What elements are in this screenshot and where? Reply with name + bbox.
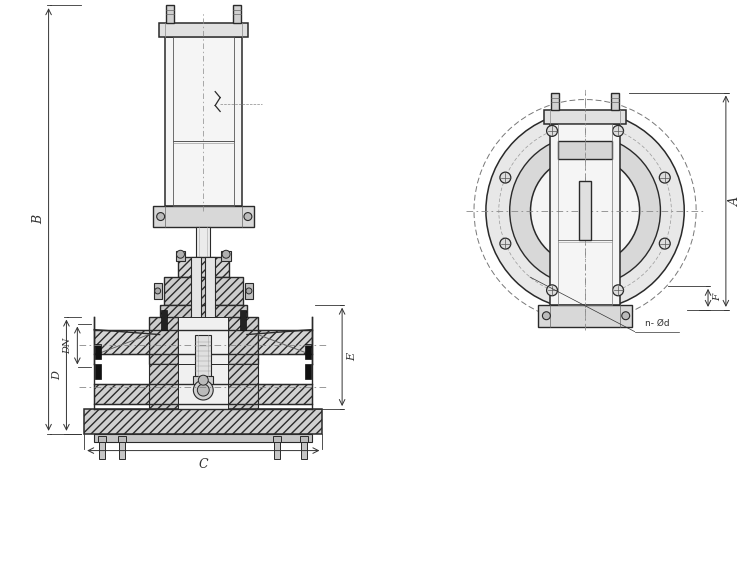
Bar	[258, 329, 312, 354]
Circle shape	[510, 135, 660, 286]
Bar	[301, 442, 307, 459]
Bar	[94, 384, 149, 404]
Text: B: B	[32, 215, 45, 224]
Bar	[579, 181, 591, 240]
Bar	[160, 305, 247, 334]
Bar	[164, 37, 242, 206]
Bar	[273, 436, 280, 442]
Text: DN: DN	[63, 337, 72, 354]
Bar	[245, 283, 253, 299]
Circle shape	[198, 384, 209, 396]
Bar	[175, 251, 186, 261]
Bar	[221, 251, 231, 261]
Circle shape	[198, 375, 208, 385]
Bar	[161, 310, 167, 329]
Bar	[164, 277, 243, 305]
Circle shape	[244, 212, 252, 220]
Bar	[228, 364, 258, 409]
Bar	[95, 364, 101, 379]
Bar	[551, 93, 559, 110]
Bar	[94, 329, 149, 354]
Bar	[539, 305, 632, 327]
Bar	[240, 310, 246, 329]
Text: E: E	[347, 353, 357, 361]
Bar	[558, 141, 612, 159]
Bar	[149, 364, 178, 409]
Circle shape	[193, 380, 213, 400]
Bar	[178, 364, 228, 409]
Text: n- Ød: n- Ød	[645, 319, 670, 328]
Circle shape	[155, 288, 161, 294]
Circle shape	[486, 111, 684, 310]
Text: A: A	[730, 197, 740, 206]
Bar	[149, 317, 178, 364]
Circle shape	[500, 172, 511, 183]
Bar	[300, 436, 309, 442]
Circle shape	[531, 156, 639, 265]
Bar	[118, 436, 126, 442]
Bar	[158, 23, 248, 37]
Circle shape	[613, 285, 624, 295]
Circle shape	[659, 172, 670, 183]
Bar	[154, 283, 161, 299]
Text: C: C	[198, 458, 208, 471]
Bar	[152, 206, 254, 228]
Circle shape	[613, 125, 624, 136]
Circle shape	[542, 312, 551, 320]
Text: D: D	[53, 371, 62, 380]
Circle shape	[547, 285, 557, 295]
Circle shape	[157, 212, 164, 220]
Bar	[205, 257, 215, 354]
Bar	[178, 317, 228, 364]
Bar	[551, 124, 620, 305]
Bar	[545, 110, 626, 124]
Circle shape	[246, 288, 252, 294]
Circle shape	[177, 250, 184, 258]
Bar	[306, 345, 312, 359]
Bar	[306, 364, 312, 379]
Bar	[233, 5, 241, 23]
Circle shape	[547, 125, 557, 136]
Bar	[119, 442, 125, 459]
Bar	[193, 376, 213, 384]
Bar	[94, 434, 312, 442]
Bar	[98, 436, 106, 442]
Bar	[192, 257, 201, 354]
Bar	[274, 442, 280, 459]
Bar	[166, 5, 174, 23]
Circle shape	[659, 238, 670, 249]
Bar	[95, 345, 101, 359]
Bar	[228, 317, 258, 364]
Bar	[558, 124, 612, 305]
Bar	[196, 228, 210, 260]
Bar	[178, 257, 229, 277]
Bar	[84, 409, 323, 434]
Circle shape	[500, 238, 511, 249]
Circle shape	[222, 250, 230, 258]
Bar	[99, 442, 105, 459]
Circle shape	[622, 312, 630, 320]
Bar	[610, 93, 619, 110]
Text: F: F	[713, 294, 722, 302]
Bar	[195, 334, 211, 376]
Bar	[258, 384, 312, 404]
Bar	[172, 37, 234, 206]
